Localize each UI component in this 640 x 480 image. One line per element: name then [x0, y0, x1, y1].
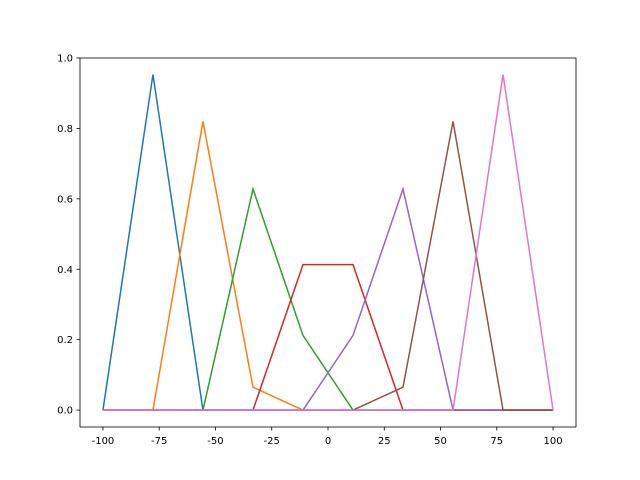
series-line [102, 121, 554, 411]
x-tick-label: -50 [207, 436, 223, 447]
y-tick-label: 0.0 [57, 406, 73, 417]
x-tick-label: 50 [434, 436, 447, 447]
series-line [102, 186, 554, 411]
x-tick-label: 0 [325, 436, 331, 447]
x-tick-label: -100 [92, 436, 115, 447]
x-tick-label: 100 [543, 436, 562, 447]
y-tick-label: 0.8 [57, 124, 73, 135]
series-line [102, 186, 554, 411]
series-line [102, 263, 554, 411]
series-line [102, 74, 554, 411]
x-tick-label: 25 [378, 436, 391, 447]
y-tick-label: 0.2 [57, 335, 73, 346]
y-tick-label: 1.0 [57, 54, 73, 65]
y-tick-label: 0.6 [57, 194, 73, 205]
x-tick-label: -75 [151, 436, 167, 447]
series-line [102, 74, 554, 411]
series-line [102, 121, 554, 411]
x-tick-label: 75 [490, 436, 503, 447]
y-tick-label: 0.4 [57, 265, 73, 276]
x-tick-label: -25 [264, 436, 280, 447]
